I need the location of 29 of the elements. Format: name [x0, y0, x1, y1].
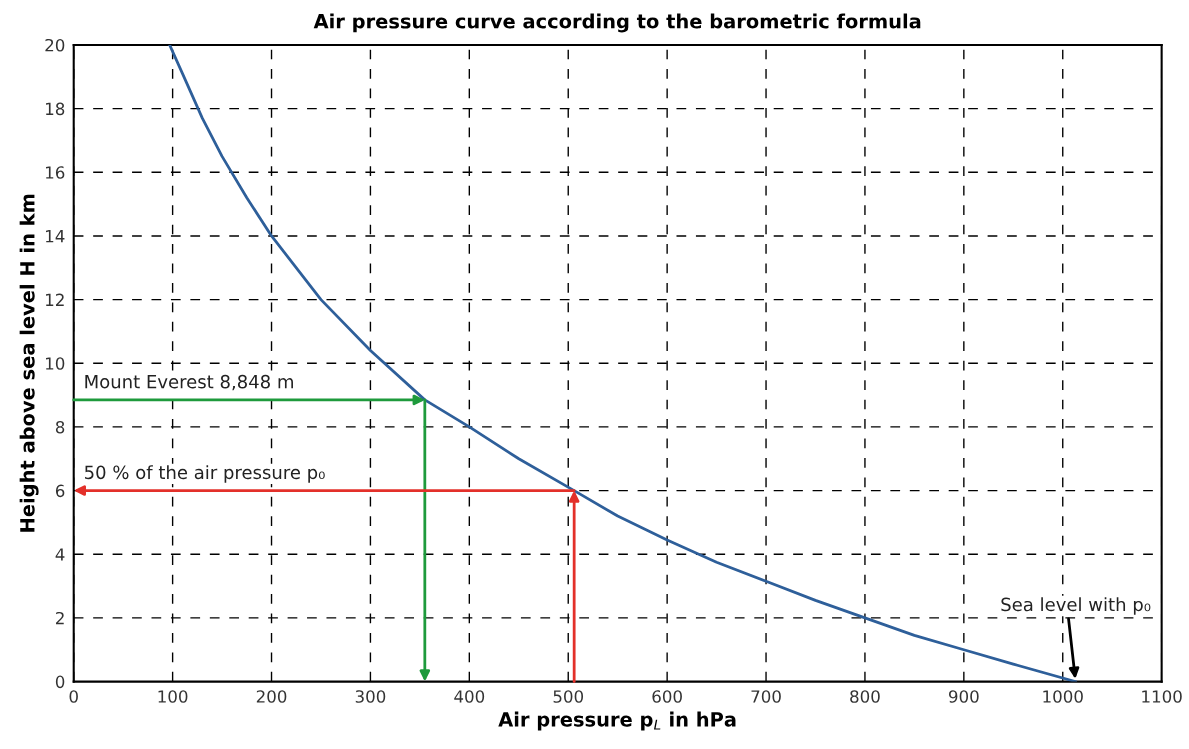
x-tick-label: 500	[553, 690, 584, 703]
annotation: 50 % of the air pressure p₀	[85, 465, 325, 483]
x-tick-label: 400	[454, 690, 485, 703]
y-tick-label: 6	[55, 484, 65, 498]
x-axis-title: Air pressure p$_{L}$ in hPa	[498, 711, 736, 731]
y-tick-label: 10	[46, 357, 65, 370]
y-tick-label: 2	[56, 611, 64, 625]
x-tick-label: 700	[751, 690, 781, 703]
x-tick-label: 100	[158, 690, 188, 703]
y-tick-label: 8	[55, 420, 65, 434]
annotation: Mount Everest 8,848 m	[85, 374, 293, 391]
y-tick-label: 0	[55, 675, 65, 689]
x-tick-label: 900	[948, 690, 979, 703]
x-tick-label: 1100	[1142, 690, 1182, 703]
x-tick-label: 1000	[1043, 690, 1083, 703]
x-tick-label: 0	[69, 690, 78, 703]
annotation: Sea level with p₀	[1001, 597, 1151, 615]
x-tick-label: 300	[355, 690, 386, 703]
y-tick-label: 16	[46, 166, 65, 179]
x-tick-label: 200	[256, 690, 287, 703]
y-tick-label: 14	[46, 230, 65, 243]
x-tick-label: 600	[652, 690, 682, 703]
y-tick-label: 18	[46, 102, 65, 116]
y-tick-label: 20	[45, 38, 65, 52]
chart-title: Air pressure curve according to the barometric formula	[313, 13, 921, 33]
y-tick-label: 4	[55, 548, 65, 561]
x-tick-label: 800	[850, 690, 880, 703]
y-axis-title: Height above sea level H in km	[19, 194, 39, 532]
y-tick-label: 12	[46, 293, 64, 306]
